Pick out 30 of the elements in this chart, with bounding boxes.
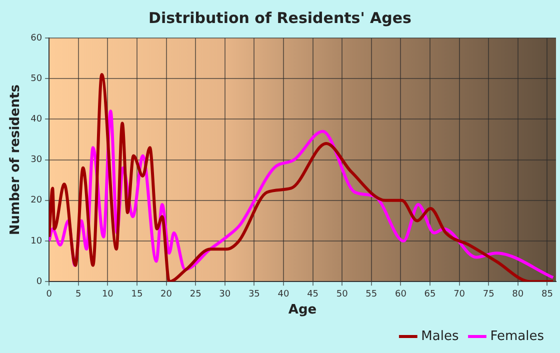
y-axis-title: Number of residents	[8, 84, 24, 236]
x-tick-label: 60	[394, 289, 407, 300]
x-tick-label: 30	[219, 289, 231, 300]
x-tick-label: 35	[248, 289, 260, 300]
x-axis-title: Age	[288, 302, 317, 318]
x-tick-label: 85	[541, 289, 553, 300]
legend-label: Females	[490, 328, 544, 344]
x-tick-label: 40	[278, 289, 290, 300]
x-tick-label: 45	[307, 289, 319, 300]
x-tick-label: 75	[482, 289, 494, 300]
x-tick-label: 20	[160, 289, 172, 300]
x-tick-label: 70	[454, 289, 466, 300]
y-tick-label: 10	[30, 236, 42, 246]
x-tick-label: 0	[46, 289, 52, 300]
x-tick-label: 50	[336, 289, 348, 300]
x-tick-label: 80	[512, 289, 524, 300]
y-tick-label: 30	[30, 155, 42, 166]
legend-label: Males	[421, 328, 459, 344]
y-tick-label: 60	[30, 33, 42, 44]
x-tick-label: 10	[102, 289, 114, 300]
y-tick-label: 0	[36, 276, 42, 287]
y-tick-label: 40	[30, 114, 42, 125]
y-tick-label: 20	[30, 196, 42, 206]
x-tick-label: 15	[131, 289, 143, 300]
x-tick-label: 55	[366, 289, 378, 300]
x-tick-label: 25	[190, 289, 202, 300]
y-tick-label: 50	[30, 74, 42, 84]
chart-title: Distribution of Residents' Ages	[148, 8, 412, 27]
x-tick-label: 5	[75, 289, 82, 300]
x-tick-label: 65	[424, 289, 436, 300]
